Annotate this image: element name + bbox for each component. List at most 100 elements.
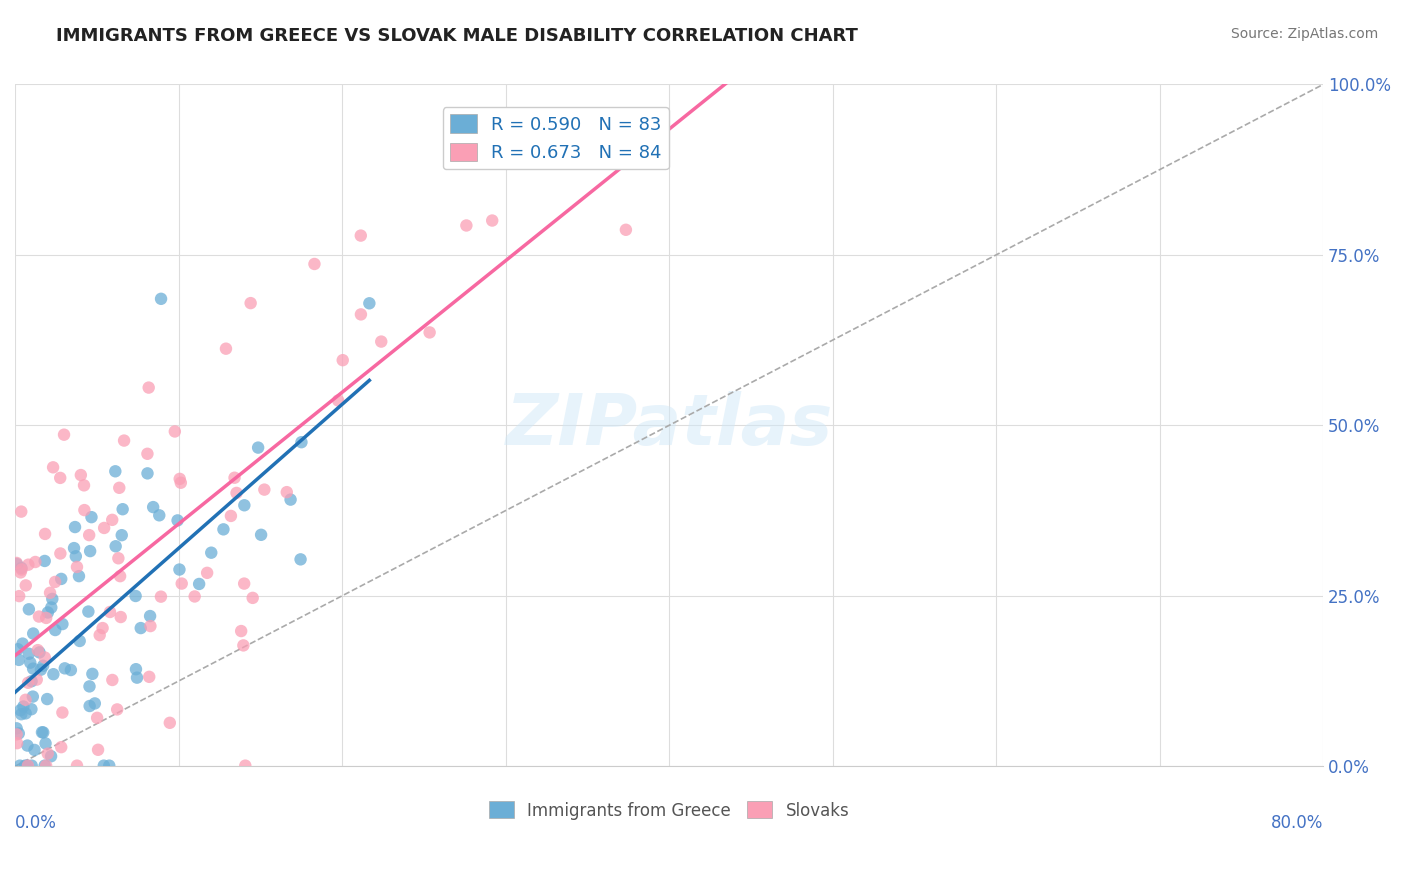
Point <box>136 447 159 461</box>
Point <box>14 693 37 707</box>
Text: 80.0%: 80.0% <box>1271 814 1323 832</box>
Point <box>7 726 30 740</box>
Point <box>239 296 262 310</box>
Point <box>30 663 52 677</box>
Point <box>8 758 31 772</box>
Point <box>10 707 32 722</box>
Point <box>20 674 42 689</box>
Point <box>79 698 101 713</box>
Point <box>112 434 135 448</box>
Point <box>125 662 148 676</box>
Point <box>7 653 30 667</box>
Point <box>53 661 76 675</box>
Point <box>328 393 350 408</box>
Point <box>51 706 73 720</box>
Point <box>77 605 100 619</box>
Point <box>350 307 373 321</box>
Point <box>34 554 56 568</box>
Point <box>494 119 516 133</box>
Point <box>53 427 76 442</box>
Point <box>41 591 63 606</box>
Point <box>87 743 110 757</box>
Point <box>67 569 90 583</box>
Point <box>22 626 45 640</box>
Point <box>200 546 222 560</box>
Legend: Immigrants from Greece, Slovaks: Immigrants from Greece, Slovaks <box>482 795 856 826</box>
Point <box>125 671 148 685</box>
Point <box>21 690 44 704</box>
Point <box>37 692 59 706</box>
Point <box>27 643 49 657</box>
Point <box>77 528 100 542</box>
Point <box>65 549 87 564</box>
Point <box>233 758 256 772</box>
Point <box>98 605 121 619</box>
Point <box>93 521 115 535</box>
Point <box>24 743 46 757</box>
Point <box>39 749 62 764</box>
Point <box>138 670 160 684</box>
Point <box>49 471 72 485</box>
Text: Source: ZipAtlas.com: Source: ZipAtlas.com <box>1230 27 1378 41</box>
Text: 0.0%: 0.0% <box>15 814 56 832</box>
Text: ZIPatlas: ZIPatlas <box>505 391 832 460</box>
Point <box>195 566 218 580</box>
Point <box>148 508 170 523</box>
Point <box>7 642 30 657</box>
Point <box>73 478 96 492</box>
Point <box>51 572 73 586</box>
Point <box>6 557 28 571</box>
Point <box>18 647 41 661</box>
Point <box>93 758 115 772</box>
Point <box>17 758 39 772</box>
Point <box>6 722 28 736</box>
Point <box>456 219 478 233</box>
Point <box>10 566 32 580</box>
Point <box>247 441 270 455</box>
Point <box>35 758 58 772</box>
Point <box>15 758 38 772</box>
Point <box>359 296 381 310</box>
Point <box>21 758 44 772</box>
Point <box>159 715 181 730</box>
Point <box>10 703 32 717</box>
Point <box>63 541 86 555</box>
Point <box>35 611 58 625</box>
Point <box>20 656 42 670</box>
Point <box>83 697 105 711</box>
Point <box>250 528 273 542</box>
Point <box>51 740 73 755</box>
Point <box>108 569 131 583</box>
Point <box>276 485 298 500</box>
Point <box>139 619 162 633</box>
Point <box>37 747 59 761</box>
Point <box>233 498 256 512</box>
Point <box>51 617 73 632</box>
Point <box>37 606 59 620</box>
Point <box>22 662 45 676</box>
Point <box>253 483 276 497</box>
Point <box>481 213 503 227</box>
Point <box>89 628 111 642</box>
Point <box>42 667 65 681</box>
Point <box>73 503 96 517</box>
Point <box>419 326 441 340</box>
Point <box>166 513 188 527</box>
Point <box>10 562 32 576</box>
Point <box>69 634 91 648</box>
Point <box>111 528 134 542</box>
Point <box>44 574 66 589</box>
Point <box>32 658 55 673</box>
Point <box>163 425 186 439</box>
Point <box>39 586 62 600</box>
Point <box>69 468 91 483</box>
Point <box>10 505 32 519</box>
Point <box>169 562 191 576</box>
Point <box>136 467 159 481</box>
Point <box>98 758 121 772</box>
Point <box>138 381 160 395</box>
Point <box>290 552 312 566</box>
Point <box>34 736 56 750</box>
Point <box>170 475 193 490</box>
Point <box>183 590 205 604</box>
